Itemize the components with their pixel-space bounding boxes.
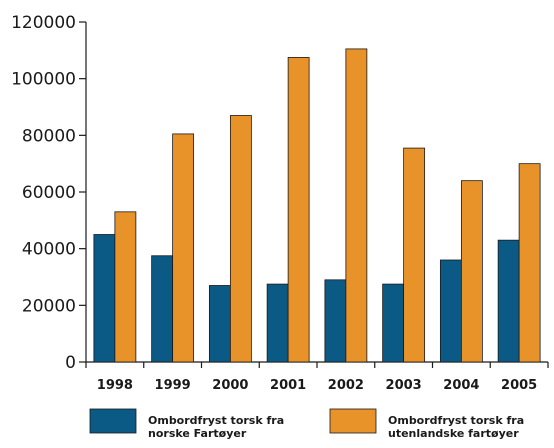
legend-swatch-2	[329, 408, 377, 434]
x-tick-label: 1998	[97, 378, 133, 393]
bar-series-1-1998	[93, 234, 116, 363]
x-axis: 1998 1999 2000 2001 2002 2003 2004 2005	[85, 361, 549, 393]
bar-series-2-2002	[345, 48, 368, 363]
bar-series-1-2001	[266, 283, 289, 363]
bar-series-1-2000	[208, 285, 231, 363]
bar-series-2-2005	[518, 163, 541, 363]
y-tick-label: 20000	[22, 296, 76, 316]
x-tick-label: 2002	[328, 378, 364, 393]
x-tick-label: 2005	[501, 378, 537, 393]
y-tick-label: 60000	[22, 183, 76, 203]
y-axis: 0 20000 40000 60000 80000 100000 120000	[11, 13, 87, 373]
bars	[93, 48, 541, 363]
bar-series-2-2004	[460, 180, 483, 363]
x-tick-label: 2003	[386, 378, 422, 393]
bar-series-2-2003	[403, 147, 426, 363]
bar-series-2-2001	[287, 57, 310, 363]
y-tick-label: 0	[65, 353, 76, 373]
x-tick-label: 2001	[270, 378, 306, 393]
bar-series-1-2003	[382, 283, 405, 363]
bar-series-1-2005	[497, 239, 520, 363]
y-tick-label: 100000	[11, 70, 76, 90]
x-tick-label: 2000	[212, 378, 248, 393]
y-tick-label: 120000	[11, 13, 76, 33]
bar-series-2-1999	[172, 133, 195, 363]
legend-swatch-1	[89, 408, 137, 434]
legend-label-1: norske Fartøyer	[148, 427, 247, 440]
x-tick-label: 2004	[443, 378, 479, 393]
bar-series-1-2004	[439, 259, 462, 363]
bar-series-1-1999	[151, 255, 174, 363]
bar-series-1-2002	[324, 279, 347, 363]
legend-label-1: Ombordfryst torsk fra	[148, 414, 284, 427]
x-tick-label: 1999	[155, 378, 191, 393]
y-tick-label: 40000	[22, 240, 76, 260]
bar-series-2-1998	[114, 211, 137, 363]
y-tick-label: 80000	[22, 126, 76, 146]
legend-label-2: utenlandske fartøyer	[388, 427, 519, 440]
bar-series-2-2000	[229, 115, 252, 363]
legend-label-2: Ombordfryst torsk fra	[388, 414, 524, 427]
